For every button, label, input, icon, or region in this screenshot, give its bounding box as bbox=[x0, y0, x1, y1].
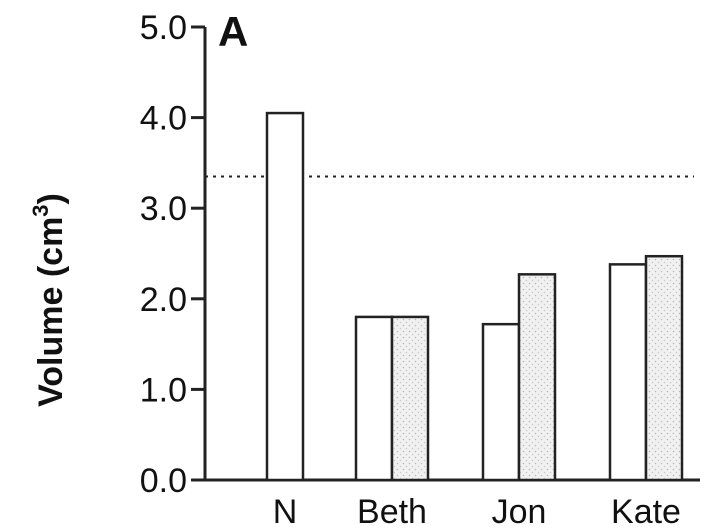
y-tick-label: 5.0 bbox=[140, 9, 187, 47]
y-tick-label: 0.0 bbox=[140, 462, 187, 500]
category-label-beth: Beth bbox=[357, 493, 427, 529]
bar-kate-1 bbox=[608, 263, 648, 482]
bar-n-1 bbox=[265, 111, 305, 482]
y-tick-label: 3.0 bbox=[140, 190, 187, 228]
bars bbox=[265, 111, 684, 482]
y-tick-label: 2.0 bbox=[140, 281, 187, 319]
category-labels: N Beth Jon Kate bbox=[273, 493, 681, 529]
bar-jon-2 bbox=[517, 273, 557, 482]
y-tick-label: 1.0 bbox=[140, 371, 187, 409]
panel-label: A bbox=[218, 8, 248, 55]
bar-kate-2 bbox=[644, 254, 684, 482]
category-label-jon: Jon bbox=[492, 493, 547, 529]
bar-beth-2 bbox=[390, 315, 430, 482]
category-label-n: N bbox=[273, 493, 298, 529]
y-tick-label: 4.0 bbox=[140, 100, 187, 138]
y-axis-label: Volume (cm3) bbox=[28, 193, 70, 407]
bar-beth-1 bbox=[354, 315, 394, 482]
y-axis-label-superscript: 3 bbox=[28, 204, 53, 216]
bar-jon-1 bbox=[481, 322, 521, 482]
y-ticks: 0.0 1.0 2.0 3.0 4.0 5.0 bbox=[140, 9, 205, 500]
category-label-kate: Kate bbox=[611, 493, 681, 529]
